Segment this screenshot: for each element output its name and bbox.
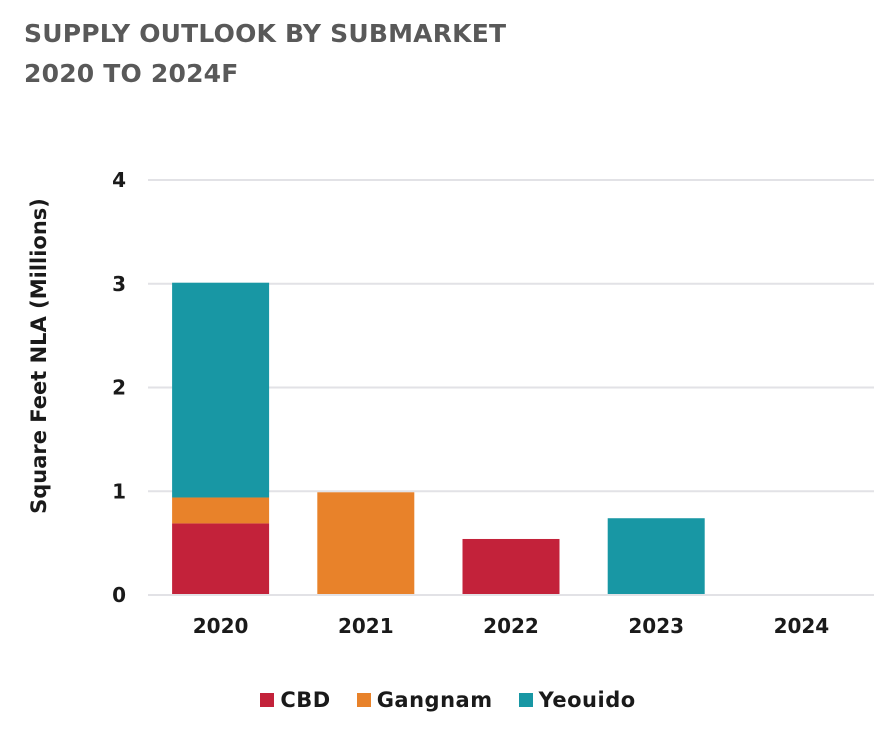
x-tick-label: 2021	[338, 614, 394, 638]
legend-label: CBD	[280, 688, 331, 712]
chart-subtitle: 2020 TO 2024F	[24, 59, 239, 88]
bar-2020-gangnam	[172, 497, 270, 524]
x-tick-label: 2022	[483, 614, 539, 638]
y-tick-label: 0	[112, 583, 126, 607]
bar-2023-yeouido	[607, 518, 705, 595]
bar-2021-gangnam	[317, 492, 415, 595]
legend-item-yeouido: Yeouido	[518, 688, 636, 712]
bar-layer	[148, 282, 874, 596]
y-tick-label: 1	[112, 479, 126, 503]
legend-label: Yeouido	[538, 688, 636, 712]
legend-item-gangnam: Gangnam	[356, 688, 493, 712]
legend-swatch	[356, 693, 371, 707]
legend-item-cbd: CBD	[260, 688, 330, 712]
chart-title: SUPPLY OUTLOOK BY SUBMARKET	[24, 19, 507, 48]
y-tick-label: 4	[112, 168, 126, 192]
bar-2020-cbd	[172, 523, 270, 595]
legend: CBD Gangnam Yeouido	[0, 688, 896, 712]
x-tick-label: 2020	[193, 614, 249, 638]
chart-title-block: SUPPLY OUTLOOK BY SUBMARKET 2020 TO 2024…	[24, 14, 506, 94]
x-tick-label: 2024	[774, 614, 830, 638]
y-tick-label: 2	[112, 376, 126, 400]
y-tick-label: 3	[112, 272, 126, 296]
legend-swatch	[518, 693, 533, 707]
legend-swatch	[260, 693, 275, 707]
legend-label: Gangnam	[376, 688, 493, 712]
x-tick-label: 2023	[628, 614, 684, 638]
tick-label-layer: 0 1 2 3 4 2020 2021 2022 2023 2024	[112, 168, 829, 638]
bar-2020-yeouido	[172, 282, 270, 498]
bar-2022-cbd	[462, 538, 560, 595]
y-axis-title: Square Feet NLA (Millions)	[27, 198, 51, 514]
